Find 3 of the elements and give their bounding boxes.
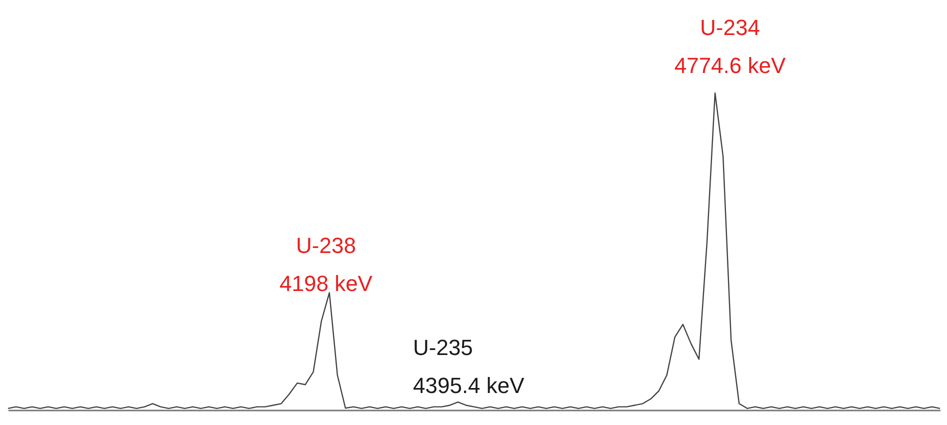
annotation: U-235 4395.4 keV	[413, 335, 525, 398]
text: U-234 4774.6 keV	[674, 15, 786, 78]
annotation: U-238 4198 keV	[280, 233, 373, 296]
